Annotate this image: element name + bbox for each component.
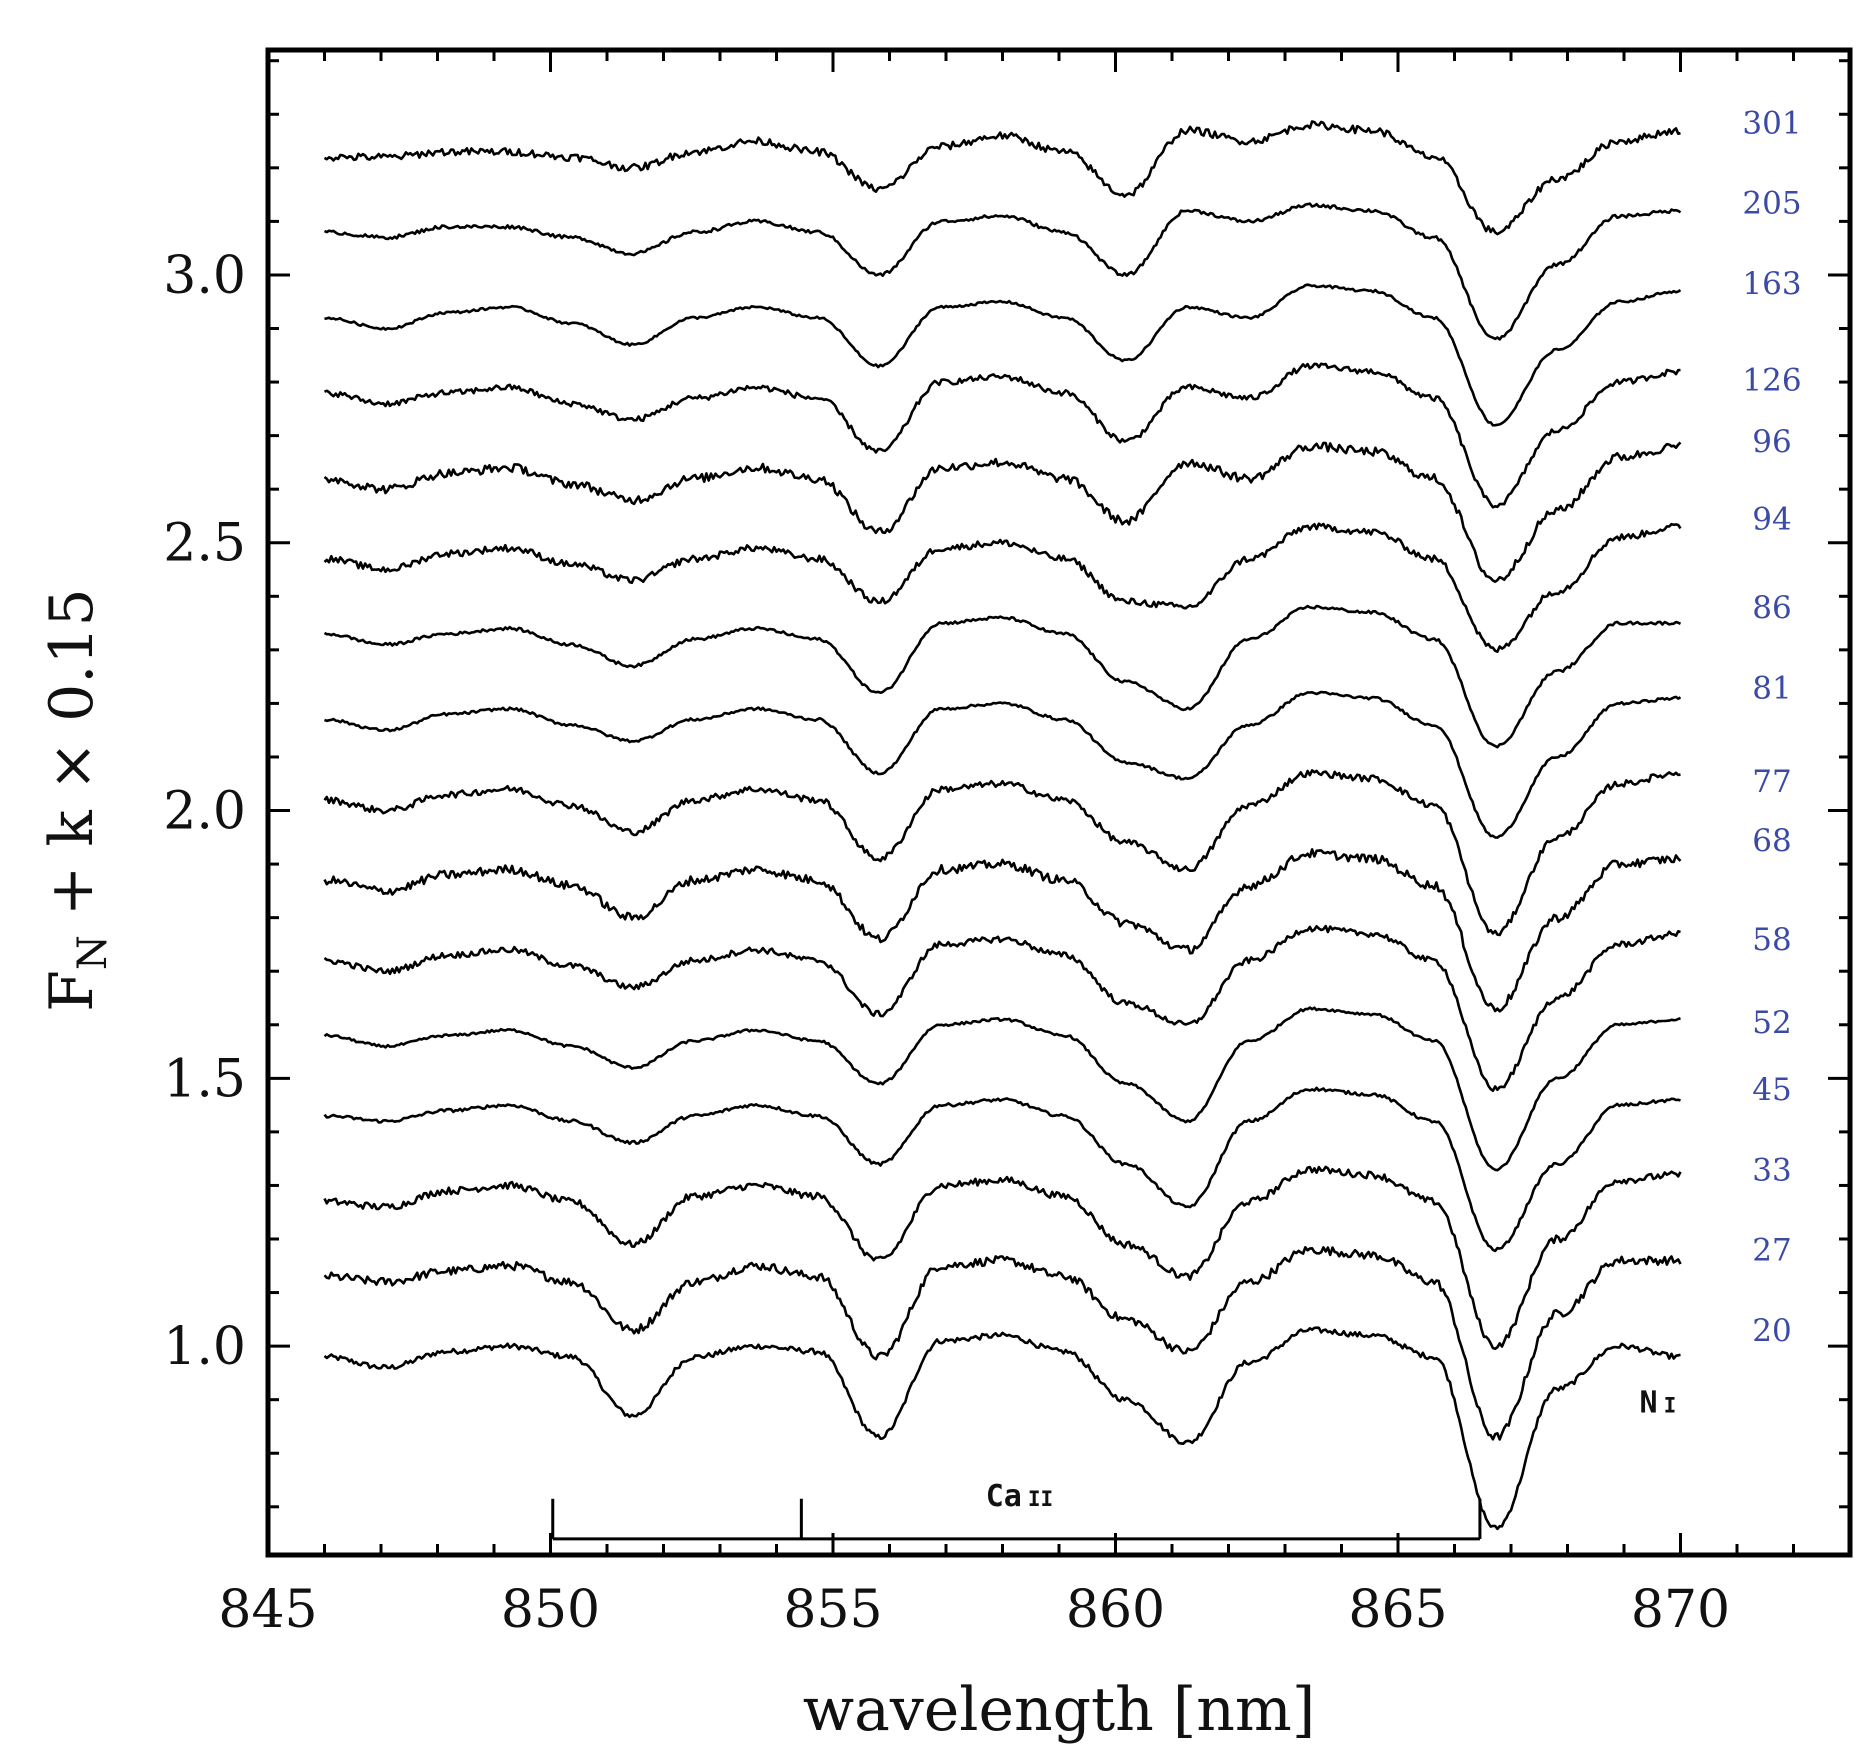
series-label-94: 94 [1752,502,1791,538]
spectrum-33 [323,1165,1682,1351]
ca-ii-label-ion: II [1028,1487,1053,1511]
spectrum-205 [323,202,1682,341]
spectrum-81 [324,690,1682,839]
y-axis-title: FN + k × 0.15 [37,588,116,1011]
series-labels: 20 27 33 45 52 58 68 77 81 86 94 96 126 163 205 301 [1742,105,1801,1349]
spectrum-86 [323,604,1682,749]
x-tick-label: 860 [1066,1580,1165,1640]
spectrum-58 [323,924,1681,1092]
series-label-27: 27 [1752,1233,1791,1269]
line-annotations: Ca II N I [551,1385,1677,1541]
x-tick-label: 850 [501,1580,600,1640]
spectrum-45 [323,1086,1681,1253]
x-tick-label: 855 [783,1580,882,1640]
y-tick-label: 1.0 [163,1317,246,1377]
series-label-77: 77 [1752,764,1791,800]
spectrum-20 [323,1326,1681,1531]
spectrum-94 [323,522,1682,653]
series-label-58: 58 [1752,922,1791,958]
series-label-301: 301 [1742,105,1801,141]
axis-ticks [266,50,1852,1555]
spectrum-68 [323,848,1682,1013]
series-label-205: 205 [1742,186,1801,222]
series-label-86: 86 [1752,590,1791,626]
x-tick-label: 870 [1631,1580,1730,1640]
x-tick-labels: 845 850 855 860 865 870 [218,1580,1730,1640]
ca-ii-label: Ca II [986,1479,1053,1514]
y-tick-label: 2.5 [163,514,246,574]
spectrum-301 [323,120,1681,236]
spectrum-27 [323,1246,1682,1441]
series-label-126: 126 [1742,362,1801,398]
spectrum-96 [323,441,1682,583]
y-tick-label: 3.0 [163,246,246,306]
series-label-45: 45 [1752,1072,1791,1108]
y-axis-title-rest: + k × 0.15 [37,588,107,935]
spectrum-52 [323,1006,1681,1172]
y-tick-labels: 1.0 1.5 2.0 2.5 3.0 [163,246,246,1377]
series-label-163: 163 [1742,266,1801,302]
n-i-label-ion: I [1664,1393,1677,1417]
y-tick-label: 1.5 [163,1049,246,1109]
series-label-52: 52 [1752,1005,1791,1041]
plot-frame [265,47,1853,1558]
spectra-lines [323,120,1682,1531]
x-tick-label: 845 [218,1580,317,1640]
y-axis-title-sub: N [70,935,116,970]
series-label-81: 81 [1752,670,1791,706]
series-label-20: 20 [1752,1313,1791,1349]
spectrum-163 [324,283,1682,427]
x-axis-title: wavelength [nm] [803,1675,1315,1745]
y-axis-title-main: F [37,970,107,1012]
x-tick-label: 865 [1348,1580,1447,1640]
spectrum-126 [324,362,1681,509]
n-i-label-element: N [1640,1385,1658,1420]
ca-ii-label-element: Ca [986,1479,1022,1514]
y-tick-label: 2.0 [163,782,246,842]
series-label-68: 68 [1752,823,1791,859]
series-label-33: 33 [1752,1152,1791,1188]
series-label-96: 96 [1752,424,1791,460]
spectrum-77 [323,769,1681,937]
